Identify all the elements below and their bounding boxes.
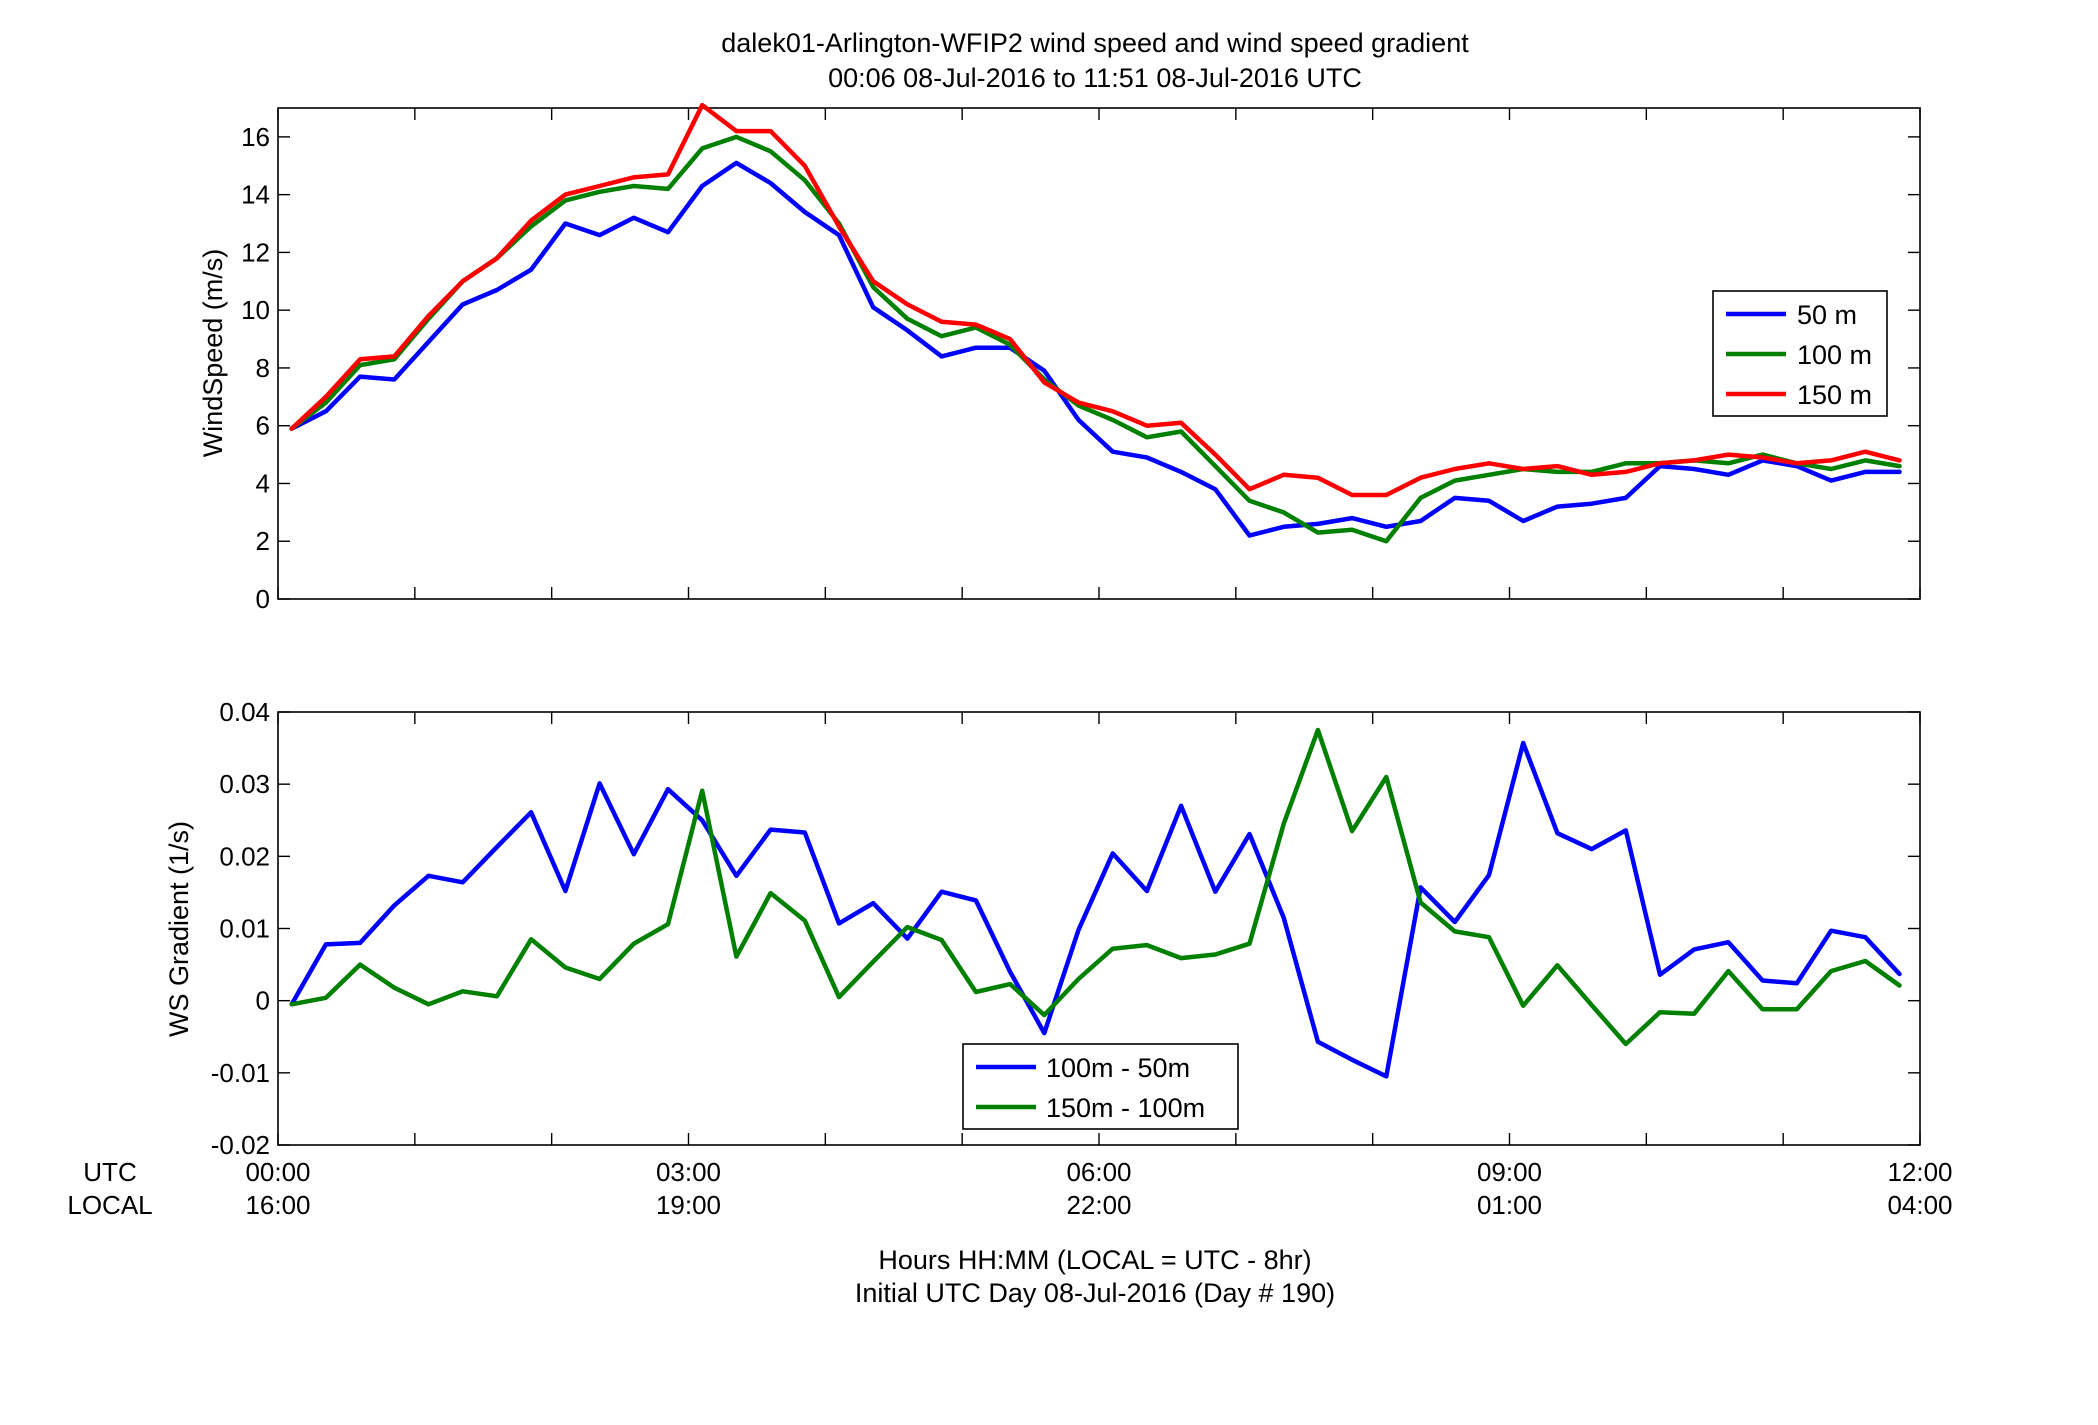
ytick-label: 16 (241, 122, 270, 152)
xlabel-line1: Hours HH:MM (LOCAL = UTC - 8hr) (878, 1245, 1311, 1275)
legend-label-150m: 150 m (1797, 380, 1872, 410)
ytick-label: 6 (256, 411, 270, 441)
local-tick-label: 01:00 (1477, 1190, 1542, 1220)
gradient-series-group (289, 727, 1902, 1079)
chart-title-line1: dalek01-Arlington-WFIP2 wind speed and w… (721, 28, 1469, 58)
gradient-xticks (277, 712, 1921, 1145)
windspeed-axes-box (277, 107, 1921, 600)
utc-tick-label: 09:00 (1477, 1157, 1542, 1187)
ytick-label: 0 (256, 584, 270, 614)
ytick-label: 12 (241, 237, 270, 267)
ytick-label: 0 (256, 986, 270, 1016)
series-line-150-m (289, 102, 1902, 498)
ytick-label: -0.02 (211, 1130, 270, 1160)
ytick-label: 4 (256, 468, 270, 498)
ytick-label: 8 (256, 353, 270, 383)
utc-tick-label: 00:00 (245, 1157, 310, 1187)
windspeed-ylabel: WindSpeed (m/s) (198, 249, 228, 458)
ytick-label: 0.01 (219, 914, 270, 944)
gradient-ylabel: WS Gradient (1/s) (164, 821, 194, 1037)
gradient-legend: 100m - 50m 150m - 100m (962, 1043, 1239, 1130)
windspeed-plot: 0 2 4 6 8 10 12 14 16 WindSpeed (m/s) 50 m 100 m… (198, 102, 1921, 614)
ytick-label: 14 (241, 180, 270, 210)
xlabel-line2: Initial UTC Day 08-Jul-2016 (Day # 190) (855, 1278, 1335, 1308)
utc-tick-label: 06:00 (1066, 1157, 1131, 1187)
ytick-label: 10 (241, 295, 270, 325)
series-line-100-m (289, 134, 1902, 544)
legend-label-100m-50m: 100m - 50m (1046, 1053, 1190, 1083)
local-tick-label: 22:00 (1066, 1190, 1131, 1220)
windspeed-xticks (277, 108, 1921, 599)
legend-label-150m-100m: 150m - 100m (1046, 1093, 1205, 1123)
ytick-label: 0.02 (219, 841, 270, 871)
local-row-label: LOCAL (67, 1190, 152, 1220)
windspeed-series-group (289, 102, 1902, 544)
utc-row-label: UTC (83, 1157, 136, 1187)
local-tick-label: 19:00 (656, 1190, 721, 1220)
ytick-label: -0.01 (211, 1058, 270, 1088)
legend-label-100m: 100 m (1797, 340, 1872, 370)
utc-tick-label: 03:00 (656, 1157, 721, 1187)
series-line-150m-100m (289, 727, 1902, 1047)
ytick-label: 0.03 (219, 769, 270, 799)
legend-label-50m: 50 m (1797, 300, 1857, 330)
gradient-legend-box (962, 1043, 1239, 1130)
local-tick-label: 16:00 (245, 1190, 310, 1220)
ytick-label: 0.04 (219, 697, 270, 727)
gradient-yticks: -0.02 -0.01 0 0.01 0.02 0.03 0.04 (211, 697, 1920, 1160)
ytick-label: 2 (256, 526, 270, 556)
windspeed-legend: 50 m 100 m 150 m (1712, 290, 1888, 417)
series-line-100m-50m (289, 740, 1902, 1079)
series-line-50-m (289, 160, 1902, 538)
chart-title-line2: 00:06 08-Jul-2016 to 11:51 08-Jul-2016 U… (828, 63, 1362, 93)
gradient-plot: -0.02 -0.01 0 0.01 0.02 0.03 0.04 WS Gradient … (164, 697, 1921, 1160)
windspeed-yticks: 0 2 4 6 8 10 12 14 16 (241, 122, 1920, 614)
utc-tick-label: 12:00 (1887, 1157, 1952, 1187)
local-tick-label: 04:00 (1887, 1190, 1952, 1220)
